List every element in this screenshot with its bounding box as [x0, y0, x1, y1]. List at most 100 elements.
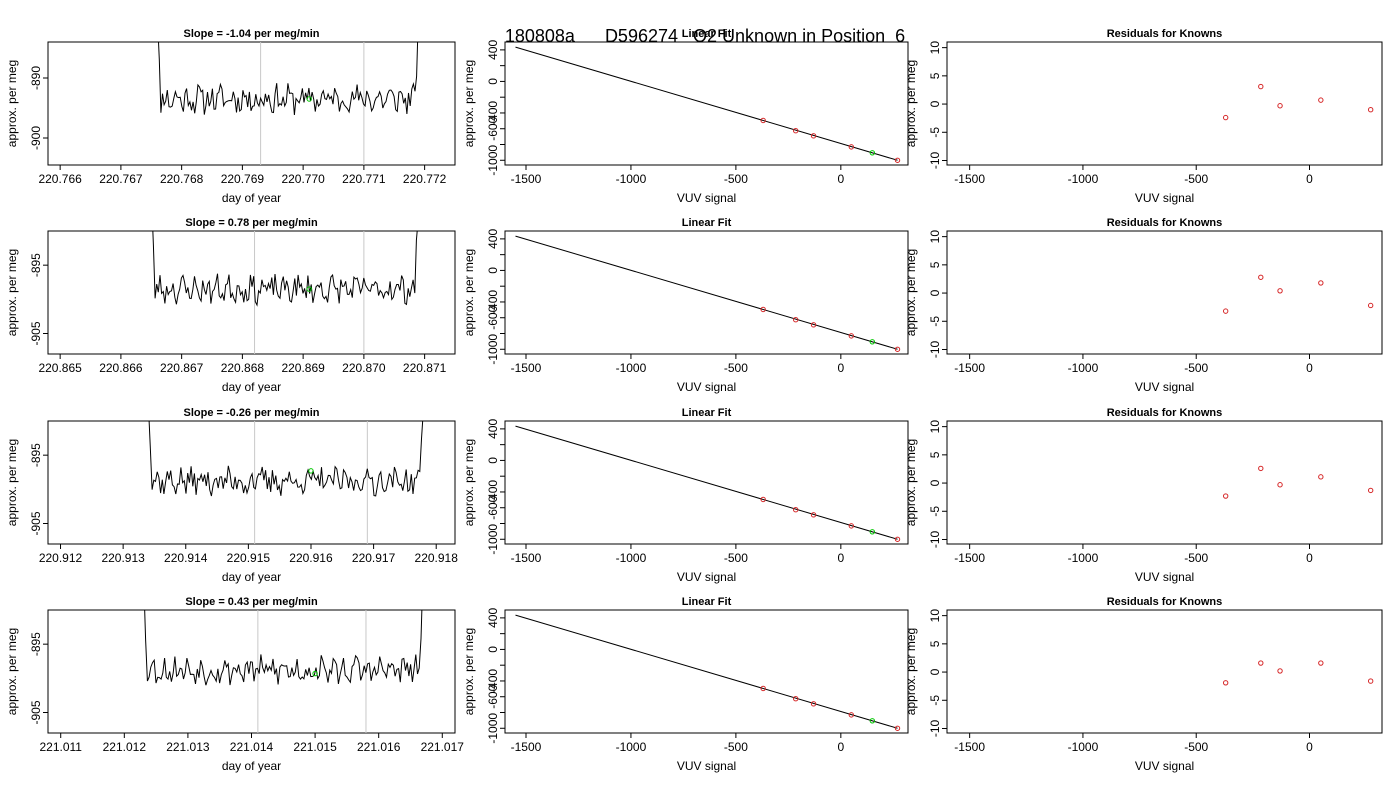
residual-point: [1318, 474, 1324, 480]
x-tick-label: -500: [724, 551, 748, 565]
x-tick-label: 221.017: [421, 740, 465, 754]
y-tick-label: -10: [928, 530, 942, 548]
x-axis-label: VUV signal: [1135, 759, 1194, 773]
y-tick-label: 10: [928, 41, 942, 55]
y-tick-label: -400: [486, 290, 500, 314]
x-tick-label: -1000: [616, 361, 647, 375]
y-axis-label: approx. per meg: [5, 249, 19, 336]
chart-title: Linear Fit: [682, 596, 732, 608]
x-tick-label: 220.916: [289, 551, 333, 565]
known-point: [894, 157, 901, 163]
y-tick-label: -890: [29, 66, 43, 90]
x-tick-label: 220.766: [38, 172, 82, 186]
series-trace: [148, 421, 424, 497]
chart-title: Slope = -0.26 per meg/min: [183, 407, 319, 419]
x-tick-label: 0: [1306, 361, 1313, 375]
known-point: [793, 128, 799, 134]
y-tick-label: 0: [486, 457, 500, 464]
x-axis-label: VUV signal: [677, 570, 736, 584]
known-point: [848, 523, 855, 529]
y-tick-label: -1000: [486, 145, 500, 176]
known-point: [793, 507, 799, 513]
series-trace: [158, 42, 419, 116]
x-tick-label: -1500: [511, 172, 542, 186]
y-axis-label: approx. per meg: [904, 249, 918, 336]
x-tick-label: -1000: [616, 172, 647, 186]
x-tick-label: -1000: [616, 740, 647, 754]
y-axis-label: approx. per meg: [462, 628, 476, 715]
x-tick-label: -1500: [511, 551, 542, 565]
x-tick-label: 221.012: [103, 740, 147, 754]
y-axis-label: approx. per meg: [5, 60, 19, 147]
plot-frame: [504, 609, 909, 734]
plot-frame: [946, 420, 1383, 545]
y-tick-label: -905: [29, 321, 43, 345]
known-point: [810, 322, 817, 328]
chart-residuals-3: Residuals for Knowns -1500 -1000 -500 0 VUV s…: [904, 407, 1383, 584]
chart-title: Linear Fit: [682, 407, 732, 419]
x-tick-label: 0: [1306, 740, 1313, 754]
chart-linear-fit-3: Linear Fit -1500 -1000 -500 0 VUV signal -1000…: [462, 407, 909, 584]
x-tick-label: -1500: [511, 361, 542, 375]
y-tick-label: 0: [928, 100, 942, 107]
y-tick-label: 0: [928, 289, 942, 296]
y-tick-label: -10: [928, 151, 942, 169]
y-tick-label: 0: [486, 267, 500, 274]
known-point: [848, 333, 855, 339]
x-axis-label: day of year: [222, 570, 281, 584]
x-tick-label: -1000: [1068, 361, 1099, 375]
residual-point: [1222, 493, 1229, 499]
x-tick-label: 0: [837, 172, 844, 186]
chart-time-series-2: Slope = 0.78 per meg/min 220.865 220.866 22…: [5, 217, 456, 394]
residual-point: [1277, 668, 1283, 674]
x-tick-label: 0: [1306, 172, 1313, 186]
residual-point: [1367, 302, 1374, 309]
x-tick-label: 0: [1306, 551, 1313, 565]
y-tick-label: -895: [29, 443, 43, 467]
x-axis-label: VUV signal: [1135, 570, 1194, 584]
chart-title: Linear Fit: [682, 28, 732, 40]
plot-frame: [47, 420, 456, 545]
x-tick-label: -1500: [954, 172, 985, 186]
chart-title: Slope = 0.43 per meg/min: [185, 596, 318, 608]
y-tick-label: 0: [928, 668, 942, 675]
fit-line: [515, 235, 898, 350]
residual-point: [1277, 288, 1283, 294]
x-tick-label: -1500: [954, 361, 985, 375]
plot-frame: [946, 41, 1383, 166]
residual-point: [1318, 97, 1324, 103]
x-tick-label: 220.767: [99, 172, 143, 186]
known-point: [760, 685, 766, 692]
known-point: [894, 536, 901, 542]
plot-frame: [504, 420, 909, 545]
x-tick-label: 220.913: [101, 551, 145, 565]
plot-data: [144, 610, 423, 733]
y-axis-label: approx. per meg: [462, 439, 476, 526]
x-tick-label: 220.768: [160, 172, 204, 186]
y-tick-label: -895: [29, 632, 43, 656]
x-tick-label: 220.868: [221, 361, 265, 375]
y-tick-label: 5: [928, 640, 942, 647]
known-point: [848, 712, 855, 718]
x-tick-label: -1000: [1068, 551, 1099, 565]
chart-residuals-4: Residuals for Knowns -1500 -1000 -500 0 VUV s…: [904, 596, 1383, 773]
x-axis-label: VUV signal: [677, 380, 736, 394]
residual-point: [1367, 678, 1374, 684]
y-tick-label: -5: [928, 506, 942, 517]
series-trace: [152, 231, 418, 307]
plot-data: [1222, 660, 1374, 686]
y-tick-label: -400: [486, 480, 500, 504]
x-tick-label: 220.771: [342, 172, 386, 186]
unknown-point: [312, 670, 318, 677]
known-point: [760, 496, 766, 503]
x-tick-label: 220.912: [39, 551, 83, 565]
fit-line: [515, 425, 898, 540]
chart-title: Residuals for Knowns: [1107, 217, 1223, 229]
chart-title: Residuals for Knowns: [1107, 28, 1223, 40]
x-axis-label: VUV signal: [677, 759, 736, 773]
unknown-point: [869, 150, 876, 156]
y-axis-label: approx. per meg: [904, 628, 918, 715]
residual-point: [1318, 280, 1324, 286]
known-point: [760, 306, 766, 313]
chart-title: Slope = 0.78 per meg/min: [185, 217, 318, 229]
